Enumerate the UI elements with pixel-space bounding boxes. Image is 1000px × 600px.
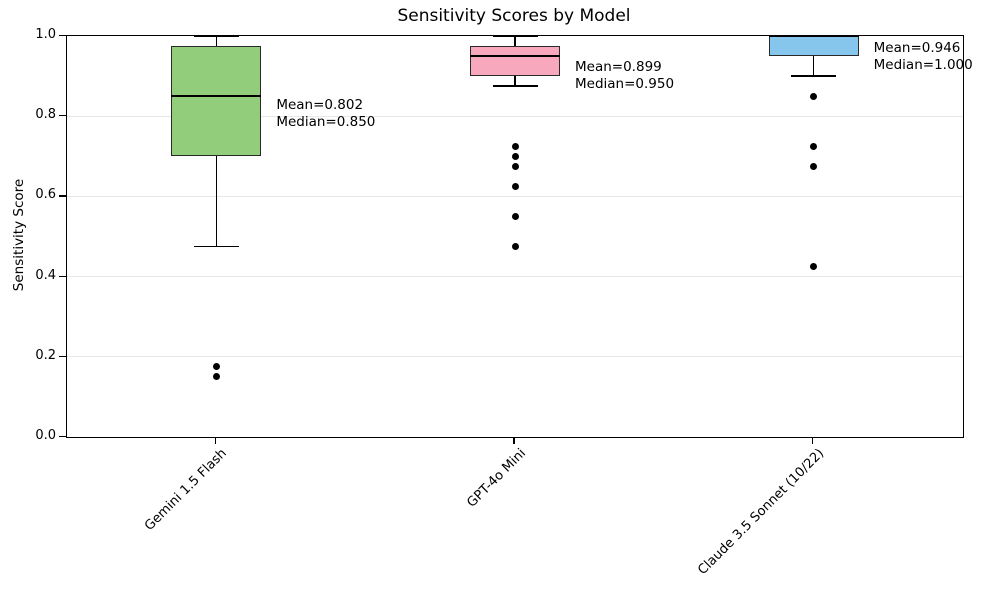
upper-cap	[492, 35, 538, 37]
x-tick-label-1: GPT-4o Mini	[463, 446, 529, 511]
outlier-dot	[810, 263, 818, 271]
y-tick-label-0.6: 0.6	[35, 187, 56, 203]
outlier-dot	[511, 243, 519, 251]
lower-whisker	[215, 156, 218, 247]
gridline-0.4	[67, 276, 963, 278]
box-2	[768, 36, 859, 57]
box-1	[470, 46, 560, 77]
annotation-median-line: Median=0.950	[575, 75, 675, 92]
upper-whisker	[215, 36, 218, 47]
y-tick-1.0	[59, 35, 66, 37]
x-tick-label-2: Claude 3.5 Sonnet (10/22)	[695, 446, 828, 578]
box-0	[171, 46, 262, 157]
median-line	[768, 35, 859, 37]
mean-median-annotation: Mean=0.946 Median=1.000	[874, 40, 973, 74]
lower-cap	[193, 245, 239, 248]
y-tick-0.0	[59, 436, 66, 438]
median-line	[171, 95, 262, 98]
y-tick-label-0.0: 0.0	[35, 428, 56, 443]
outlier-dot	[810, 162, 818, 170]
outlier-dot	[511, 152, 519, 160]
gridline-0.8	[67, 115, 963, 117]
y-tick-label-0.4: 0.4	[35, 267, 56, 283]
annotation-median-line: Median=0.850	[276, 114, 376, 131]
outlier-dot	[212, 363, 220, 371]
median-line	[470, 55, 560, 58]
plot-area	[66, 35, 964, 438]
y-tick-0.4	[59, 275, 66, 277]
gridline-0.6	[67, 195, 963, 197]
gridline-0.2	[67, 356, 963, 358]
outlier-dot	[511, 142, 519, 150]
outlier-dot	[810, 92, 818, 100]
outlier-dot	[511, 182, 519, 190]
lower-whisker	[514, 76, 516, 87]
outlier-dot	[810, 142, 818, 150]
chart-title: Sensitivity Scores by Model	[397, 6, 631, 26]
annotation-mean-line: Mean=0.946	[873, 39, 961, 56]
annotation-mean-line: Mean=0.899	[575, 58, 662, 75]
x-tick-2	[812, 437, 814, 444]
lower-cap	[791, 75, 837, 77]
y-tick-0.8	[59, 115, 66, 117]
outlier-dot	[511, 162, 519, 170]
y-tick-0.2	[59, 355, 66, 357]
lower-cap	[492, 85, 538, 87]
x-tick-0	[214, 437, 216, 444]
y-tick-label-0.8: 0.8	[35, 107, 56, 123]
mean-median-annotation: Mean=0.802 Median=0.850	[276, 97, 375, 131]
lower-whisker	[812, 56, 815, 77]
y-tick-label-0.2: 0.2	[35, 347, 56, 363]
x-tick-1	[513, 437, 515, 444]
upper-cap	[193, 35, 239, 37]
y-tick-0.6	[59, 195, 66, 197]
upper-whisker	[514, 36, 516, 47]
mean-median-annotation: Mean=0.899 Median=0.950	[575, 59, 674, 93]
annotation-median-line: Median=1.000	[873, 56, 973, 73]
outlier-dot	[212, 373, 220, 381]
outlier-dot	[511, 212, 519, 220]
y-tick-label-1.0: 1.0	[35, 27, 56, 42]
annotation-mean-line: Mean=0.802	[276, 97, 364, 114]
x-tick-label-0: Gemini 1.5 Flash	[142, 446, 230, 534]
